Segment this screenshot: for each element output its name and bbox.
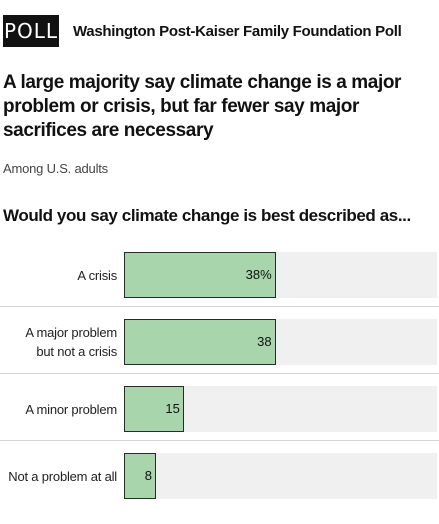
survey-question: Would you say climate change is best des…	[3, 206, 411, 225]
bar-row: A minor problem 15	[0, 378, 439, 445]
category-label: A minor problem	[25, 401, 117, 417]
row-divider	[0, 306, 439, 307]
bar-chart: A crisis 38% A major problem but not a cri…	[0, 244, 439, 514]
bar	[124, 252, 276, 298]
bar	[124, 386, 184, 432]
category-label: A crisis	[77, 267, 117, 283]
category-label: Not a problem at all	[8, 468, 117, 484]
bar-value-label: 8	[144, 468, 152, 483]
bar-value-label: 38	[257, 334, 272, 349]
bar	[124, 453, 156, 499]
header: POLL Washington Post-Kaiser Family Found…	[3, 15, 402, 47]
bar-value-label: 38%	[245, 267, 272, 282]
row-divider	[0, 440, 439, 441]
poll-source: Washington Post-Kaiser Family Foundation…	[73, 22, 402, 40]
chart-title: A large majority say climate change is a…	[3, 72, 402, 141]
bar-track: 15	[124, 386, 437, 432]
chart-subtitle: Among U.S. adults	[3, 161, 108, 176]
bar-track: 38	[124, 319, 437, 365]
row-divider	[0, 373, 439, 374]
bar-row: A major problem but not a crisis 38	[0, 311, 439, 378]
bar-value-label: 15	[165, 401, 180, 416]
poll-badge: POLL	[3, 15, 59, 47]
bar-row: Not a problem at all 8	[0, 445, 439, 512]
bar-track: 38%	[124, 252, 437, 298]
bar	[124, 319, 276, 365]
bar-track: 8	[124, 453, 437, 499]
bar-row: A crisis 38%	[0, 244, 439, 311]
category-label: A major problem but not a crisis	[25, 325, 117, 359]
